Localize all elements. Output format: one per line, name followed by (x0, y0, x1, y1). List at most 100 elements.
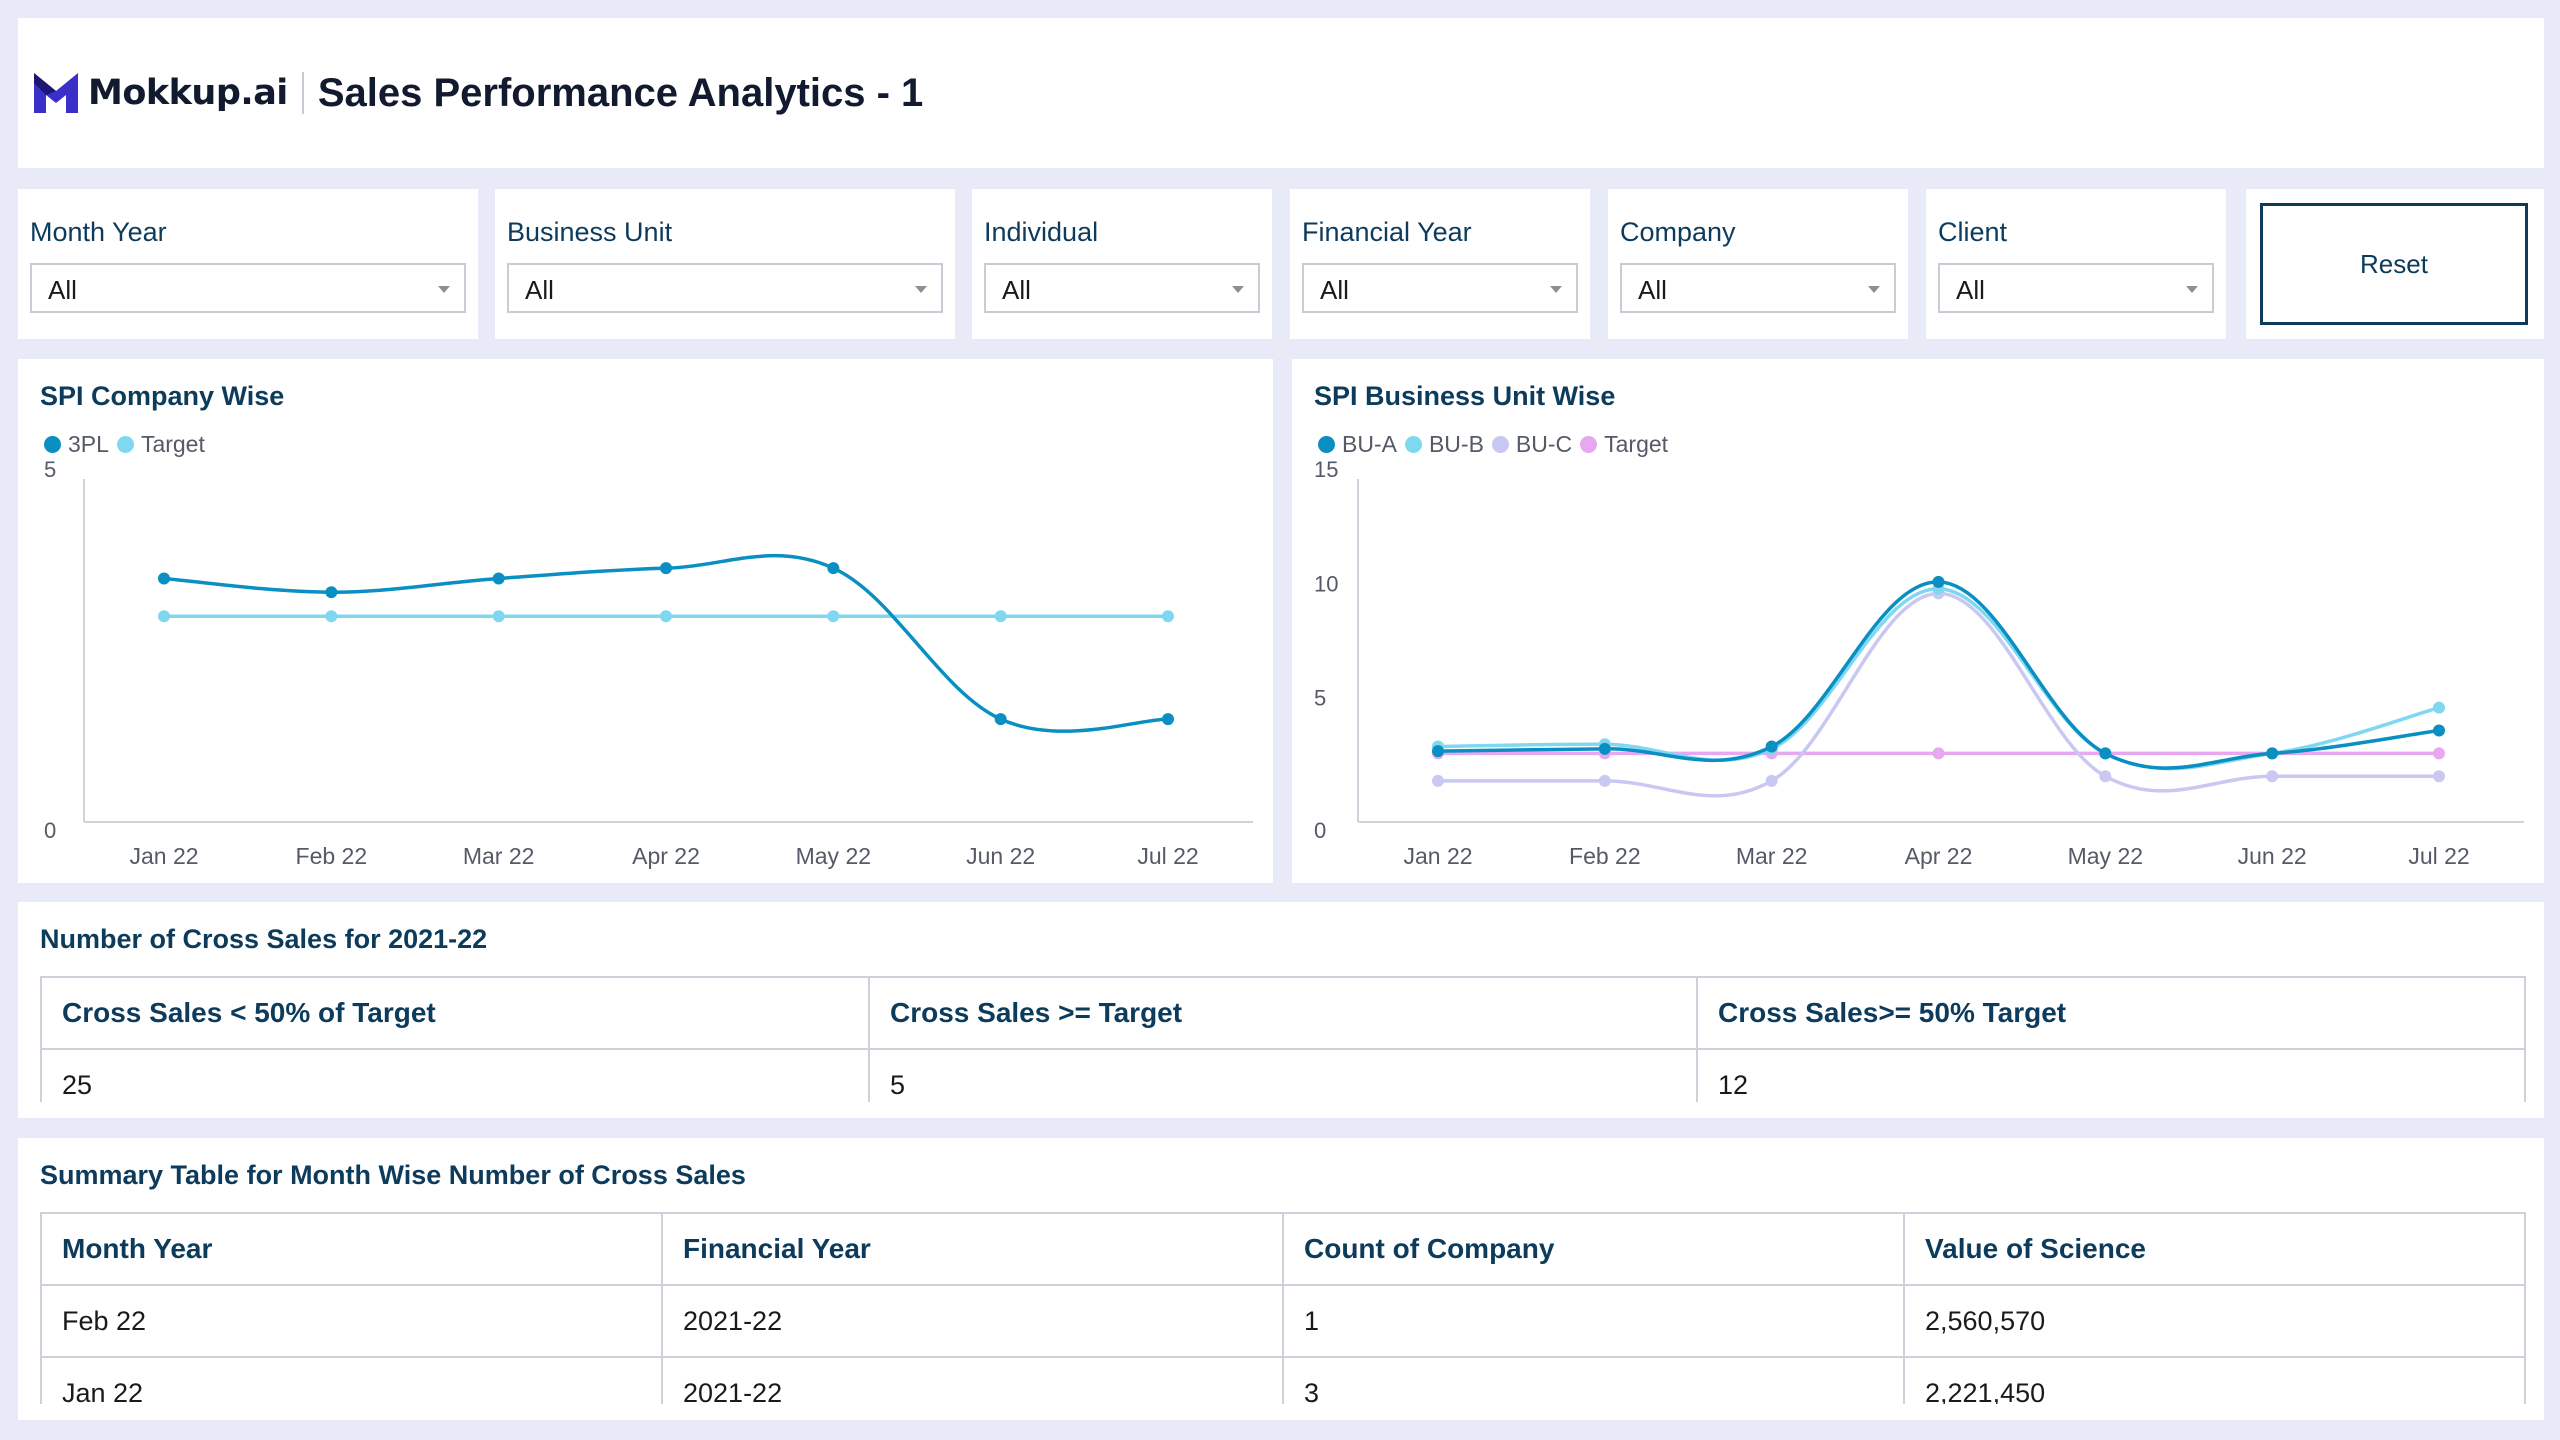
table-cell: 3 (1282, 1356, 1905, 1404)
data-point[interactable] (492, 572, 505, 585)
header-divider (301, 72, 304, 114)
legend-item[interactable]: BU-A (1318, 431, 1397, 458)
legend-label: Target (1604, 431, 1669, 457)
data-point[interactable] (2433, 747, 2445, 760)
legend-swatch (44, 436, 61, 453)
data-point[interactable] (2433, 701, 2445, 714)
financial-year-dropdown[interactable]: All (1302, 263, 1578, 313)
column-header: Count of Company (1282, 1212, 1905, 1286)
legend-item[interactable]: BU-B (1404, 431, 1484, 458)
data-point[interactable] (2433, 770, 2445, 783)
reset-button[interactable]: Reset (2260, 203, 2528, 325)
month-year-dropdown[interactable]: All (30, 263, 466, 313)
y-tick-label: 10 (1314, 571, 1338, 596)
data-point[interactable] (2099, 747, 2112, 760)
individual-dropdown[interactable]: All (984, 263, 1260, 313)
caret-down-icon (2186, 286, 2198, 293)
client-dropdown[interactable]: All (1938, 263, 2214, 313)
summary-table: Month Year Financial Year Count of Compa… (40, 1212, 2526, 1404)
business-unit-dropdown[interactable]: All (507, 263, 943, 313)
data-point[interactable] (827, 562, 840, 575)
reset-card: Reset (2246, 189, 2544, 339)
legend-label: BU-B (1428, 431, 1484, 457)
data-point[interactable] (2266, 747, 2279, 760)
data-point[interactable] (1598, 774, 1611, 787)
table-cell: 2021-22 (661, 1356, 1284, 1404)
column-header: Financial Year (661, 1212, 1284, 1286)
legend-item[interactable]: Target (116, 431, 205, 458)
data-point[interactable] (1932, 747, 1945, 760)
summary-title: Summary Table for Month Wise Number of C… (40, 1160, 746, 1190)
data-point[interactable] (660, 610, 672, 623)
legend-label: BU-C (1515, 431, 1573, 457)
y-tick-label: 0 (44, 818, 56, 843)
data-point[interactable] (1432, 774, 1444, 787)
filter-label: Business Unit (507, 217, 673, 247)
spi-business-unit-chart-card: SPI Business Unit Wise BU-A BU-B BU-C Targe… (1292, 359, 2544, 883)
legend-item[interactable]: 3PL (44, 431, 109, 458)
legend-label: 3PL (68, 431, 109, 457)
data-point[interactable] (660, 562, 672, 575)
table-cell: Jan 22 (40, 1356, 663, 1404)
filter-label: Client (1938, 217, 2008, 247)
data-point[interactable] (827, 610, 840, 623)
cross-sales-table: Cross Sales < 50% of Target Cross Sales … (40, 976, 2526, 1102)
data-point[interactable] (1598, 742, 1611, 755)
data-point[interactable] (1432, 745, 1444, 758)
data-point[interactable] (492, 610, 505, 623)
legend-swatch (1404, 436, 1422, 453)
series-line-bu-a[interactable] (1437, 580, 2440, 770)
brand: Mokkup.ai Sales Performance Analytics - … (32, 48, 923, 138)
filter-label: Month Year (30, 217, 167, 247)
series-line-bu-c[interactable] (1437, 591, 2439, 798)
x-tick-label: Jul 22 (1137, 843, 1198, 869)
dropdown-value: All (525, 275, 554, 305)
data-point[interactable] (158, 572, 170, 585)
legend-item[interactable]: Target (1580, 431, 1668, 458)
dropdown-value: All (1956, 275, 1985, 305)
column-header: Value of Science (1903, 1212, 2526, 1286)
data-point[interactable] (994, 713, 1007, 726)
cross-sales-table-viewport: Cross Sales < 50% of Target Cross Sales … (18, 974, 2544, 1102)
table-cell: 5 (868, 1048, 1698, 1102)
column-header: Cross Sales>= 50% Target (1696, 976, 2526, 1050)
data-point[interactable] (325, 586, 338, 599)
x-tick-label: Jun 22 (2238, 843, 2307, 869)
spi-company-chart-card: SPI Company Wise 3PL Target 0 5 Jan 22 Feb 2… (18, 359, 1273, 883)
data-point[interactable] (1162, 610, 1174, 623)
chart-title: SPI Company Wise (40, 381, 285, 411)
data-point[interactable] (325, 610, 338, 623)
table-row: 25 5 12 (40, 1048, 2526, 1102)
cross-sales-title: Number of Cross Sales for 2021-22 (40, 924, 488, 954)
caret-down-icon (1232, 286, 1244, 293)
filter-client: Client All (1926, 189, 2226, 339)
filter-business-unit: Business Unit All (495, 189, 955, 339)
table-row: Jan 22 2021-22 3 2,221,450 (40, 1356, 2526, 1404)
data-point[interactable] (1932, 575, 1945, 588)
legend-swatch (116, 436, 134, 453)
data-point[interactable] (2099, 770, 2112, 783)
legend-item[interactable]: BU-C (1491, 431, 1573, 458)
y-tick-label: 0 (1314, 818, 1326, 843)
series-line-bu-b[interactable] (1437, 587, 2440, 771)
series-line-3pl[interactable] (163, 553, 1169, 733)
page-title: Sales Performance Analytics - 1 (317, 70, 924, 115)
dropdown-value: All (1320, 275, 1349, 305)
filter-individual: Individual All (972, 189, 1272, 339)
data-point[interactable] (994, 610, 1007, 623)
data-point[interactable] (1765, 774, 1778, 787)
filter-label: Financial Year (1302, 217, 1472, 247)
y-tick-label: 5 (44, 457, 56, 482)
summary-table-viewport[interactable]: Month Year Financial Year Count of Compa… (18, 1210, 2544, 1404)
company-dropdown[interactable]: All (1620, 263, 1896, 313)
x-tick-label: Jul 22 (2408, 843, 2469, 869)
legend-swatch (1491, 436, 1509, 453)
data-point[interactable] (1162, 713, 1174, 726)
cross-sales-card: Number of Cross Sales for 2021-22 Cross … (18, 902, 2544, 1118)
data-point[interactable] (2266, 770, 2279, 783)
caret-down-icon (438, 286, 450, 293)
data-point[interactable] (158, 610, 170, 623)
data-point[interactable] (2433, 724, 2445, 737)
dropdown-value: All (1638, 275, 1667, 305)
data-point[interactable] (1765, 740, 1778, 753)
